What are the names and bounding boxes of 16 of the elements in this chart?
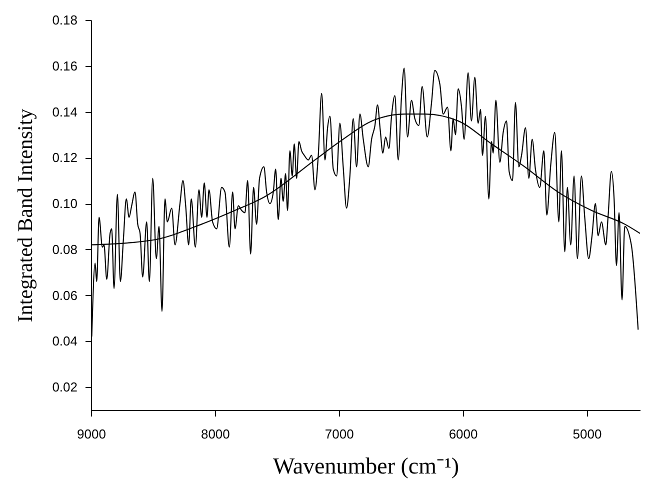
y-tick-label: 0.16: [52, 58, 78, 74]
y-tick-label: 0.12: [52, 150, 78, 166]
x-axis-title: Wavenumber (cm⁻¹): [272, 454, 460, 478]
x-tick-label: 8000: [200, 426, 230, 442]
x-tick-label: 6000: [448, 426, 478, 442]
y-axis-title: Integrated Band Intensity: [13, 108, 38, 322]
y-tick-label: 0.04: [52, 334, 78, 349]
y-tick-label: 0.10: [52, 196, 78, 212]
y-tick-label: 0.02: [52, 380, 78, 395]
y-tick-label: 0.08: [52, 242, 78, 257]
x-tick-label: 5000: [572, 426, 602, 442]
x-tick-label: 7000: [324, 426, 354, 442]
y-tick-label: 0.18: [52, 12, 78, 28]
y-tick-label: 0.06: [52, 288, 78, 303]
x-tick-label: 9000: [77, 426, 106, 442]
y-tick-label: 0.14: [52, 104, 78, 120]
